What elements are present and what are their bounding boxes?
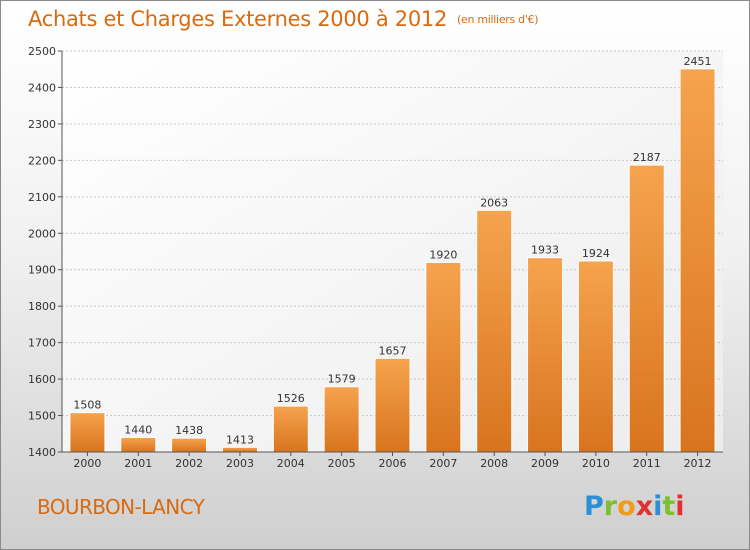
- bar-value-label: 1526: [277, 392, 305, 405]
- proxiti-logo: Proxiti: [584, 491, 685, 522]
- logo-letter: i: [675, 491, 685, 522]
- bar-value-label: 2451: [684, 55, 712, 68]
- y-tick-label: 1500: [28, 410, 56, 423]
- bar-value-label: 1413: [226, 433, 254, 446]
- bar-2001: [120, 436, 157, 453]
- y-tick-label: 2100: [28, 191, 56, 204]
- bar-2005: [323, 386, 360, 453]
- bar-2007: [425, 261, 462, 453]
- bar-value-label: 1440: [124, 423, 152, 436]
- y-tick-label: 2300: [28, 118, 56, 131]
- y-tick-label: 1700: [28, 337, 56, 350]
- bar-value-label: 1933: [531, 244, 559, 257]
- bar-2003: [221, 446, 258, 453]
- y-tick-label: 2200: [28, 154, 56, 167]
- bar-2006: [374, 357, 411, 453]
- x-tick-label: 2009: [531, 457, 559, 470]
- logo-letter: i: [653, 491, 663, 522]
- bars: 1508 1440 1438 1413 1526 1579 1657 1920 2063 1933…: [69, 55, 716, 453]
- bar-value-label: 1438: [175, 424, 203, 437]
- commune-name: BOURBON-LANCY: [37, 495, 205, 519]
- x-tick-label: 2010: [582, 457, 610, 470]
- bar-2011: [628, 164, 665, 453]
- logo-letter: r: [603, 491, 618, 522]
- x-tick-label: 2012: [684, 457, 712, 470]
- x-tick-label: 2002: [175, 457, 203, 470]
- chart-title: Achats et Charges Externes 2000 à 2012 (e…: [28, 7, 539, 31]
- bar-2000: [69, 412, 106, 453]
- bar-2009: [527, 257, 564, 453]
- x-tick-label: 2005: [328, 457, 356, 470]
- bar-2002: [171, 437, 208, 453]
- title-text: Achats et Charges Externes 2000 à 2012: [28, 7, 448, 31]
- y-tick-label: 2000: [28, 227, 56, 240]
- x-tick-label: 2008: [480, 457, 508, 470]
- bar-2008: [476, 209, 513, 453]
- y-tick-label: 1800: [28, 300, 56, 313]
- y-tick-label: 2400: [28, 81, 56, 94]
- bar-value-label: 2063: [480, 196, 508, 209]
- x-tick-label: 2004: [277, 457, 305, 470]
- x-tick-label: 2000: [73, 457, 101, 470]
- unit-subtitle: (en milliers d'€): [457, 13, 539, 26]
- bar-value-label: 1920: [429, 248, 457, 261]
- bar-2012: [679, 68, 716, 453]
- y-tick-label: 1900: [28, 264, 56, 277]
- y-tick-label: 2500: [28, 45, 56, 58]
- bar-2010: [577, 260, 614, 453]
- bar-value-label: 2187: [633, 151, 661, 164]
- x-tick-label: 2011: [633, 457, 661, 470]
- x-tick-label: 2006: [379, 457, 407, 470]
- bar-value-label: 1579: [328, 373, 356, 386]
- y-axis: 1400 1500 1600 1700 1800 1900 2000 2100 2200 2300…: [28, 45, 63, 459]
- y-tick-label: 1600: [28, 373, 56, 386]
- x-tick-label: 2001: [124, 457, 152, 470]
- x-axis: 2000 2001 2002 2003 2004 2005 2006 2007 2008 2009…: [62, 451, 723, 470]
- logo-letter: t: [662, 491, 676, 522]
- x-tick-label: 2007: [429, 457, 457, 470]
- bar-value-label: 1924: [582, 247, 610, 260]
- logo-letter: o: [617, 491, 636, 522]
- logo-letter: x: [635, 491, 654, 522]
- bar-value-label: 1657: [379, 344, 407, 357]
- logo-letter: P: [584, 491, 604, 522]
- y-tick-label: 1400: [28, 446, 56, 459]
- bar-2004: [272, 405, 309, 453]
- x-tick-label: 2003: [226, 457, 254, 470]
- bar-value-label: 1508: [73, 399, 101, 412]
